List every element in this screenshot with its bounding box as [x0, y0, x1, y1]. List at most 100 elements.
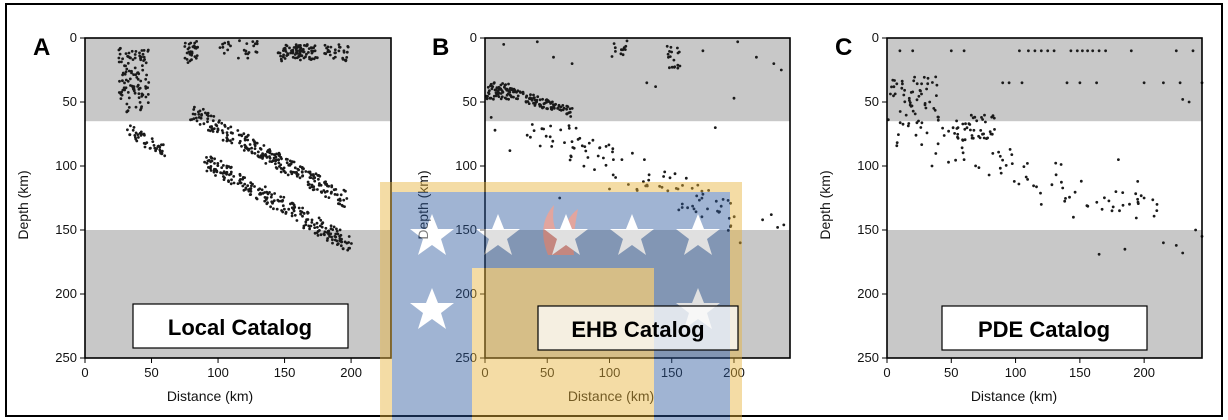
- earthquake-point: [257, 188, 260, 192]
- earthquake-point: [1032, 184, 1035, 188]
- earthquake-point: [1039, 49, 1043, 53]
- earthquake-point: [552, 105, 555, 109]
- earthquake-point: [197, 116, 201, 119]
- earthquake-point: [1100, 207, 1104, 211]
- earthquake-point: [969, 128, 972, 132]
- earthquake-point: [698, 198, 701, 202]
- earthquake-point: [261, 152, 264, 156]
- earthquake-point: [1027, 49, 1030, 53]
- earthquake-point: [246, 133, 250, 137]
- earthquake-point: [988, 130, 992, 134]
- earthquake-point: [1181, 98, 1185, 101]
- earthquake-point: [598, 146, 601, 150]
- earthquake-point: [316, 225, 319, 229]
- earthquake-point: [1086, 204, 1090, 208]
- earthquake-point: [1024, 175, 1028, 179]
- earthquake-point: [895, 144, 899, 148]
- earthquake-point: [231, 137, 235, 141]
- earthquake-point: [342, 50, 346, 54]
- earthquake-point: [137, 136, 140, 139]
- earthquake-point: [195, 54, 199, 57]
- earthquake-point: [713, 126, 717, 129]
- earthquake-point: [324, 195, 327, 199]
- earthquake-point: [302, 212, 306, 215]
- earthquake-point: [521, 92, 525, 96]
- outer-border: [5, 3, 1223, 417]
- earthquake-point: [329, 224, 333, 228]
- earthquake-point: [226, 48, 230, 52]
- earthquake-point: [530, 123, 534, 126]
- earthquake-point: [299, 212, 302, 216]
- earthquake-point: [1174, 244, 1178, 247]
- earthquake-point: [253, 185, 256, 188]
- earthquake-point: [1123, 247, 1127, 251]
- earthquake-point: [227, 179, 230, 183]
- earthquake-point: [316, 188, 319, 191]
- earthquake-point: [570, 140, 574, 144]
- earthquake-point: [898, 49, 902, 53]
- earthquake-point: [1020, 81, 1024, 85]
- earthquake-point: [123, 81, 126, 85]
- earthquake-point: [120, 93, 124, 97]
- earthquake-point: [283, 57, 287, 60]
- earthquake-point: [489, 84, 493, 87]
- earthquake-point: [298, 50, 302, 54]
- earthquake-point: [963, 138, 967, 142]
- earthquake-point: [209, 165, 213, 168]
- earthquake-point: [132, 126, 136, 129]
- y-tick-label: 100: [55, 158, 77, 173]
- earthquake-point: [221, 45, 225, 49]
- earthquake-point: [947, 160, 950, 164]
- earthquake-point: [984, 120, 987, 124]
- earthquake-point: [552, 55, 555, 59]
- earthquake-point: [278, 165, 281, 168]
- earthquake-point: [273, 192, 276, 195]
- earthquake-point: [987, 173, 991, 177]
- earthquake-point: [304, 55, 307, 59]
- earthquake-point: [134, 73, 138, 77]
- earthquake-point: [505, 88, 509, 92]
- earthquake-point: [294, 48, 298, 52]
- earthquake-point: [253, 152, 257, 155]
- y-tick-label: 100: [857, 158, 879, 173]
- earthquake-point: [265, 196, 269, 200]
- earthquake-point: [1134, 216, 1138, 220]
- earthquake-point: [248, 187, 252, 191]
- earthquake-point: [140, 49, 144, 52]
- earthquake-point: [195, 119, 199, 123]
- earthquake-point: [136, 71, 139, 75]
- earthquake-point: [239, 181, 243, 185]
- earthquake-point: [670, 50, 673, 54]
- star-icon: [610, 214, 654, 255]
- earthquake-point: [492, 97, 495, 101]
- earthquake-point: [220, 121, 224, 125]
- earthquake-point: [132, 73, 136, 76]
- earthquake-point: [251, 40, 255, 43]
- earthquake-point: [680, 202, 684, 206]
- earthquake-point: [124, 52, 128, 55]
- earthquake-point: [311, 188, 315, 192]
- earthquake-point: [144, 85, 148, 88]
- earthquake-point: [1104, 49, 1107, 53]
- earthquake-point: [974, 164, 977, 168]
- earthquake-point: [310, 183, 314, 187]
- y-tick-label: 200: [857, 286, 879, 301]
- earthquake-point: [736, 40, 740, 44]
- earthquake-point: [900, 79, 904, 83]
- earthquake-point: [147, 81, 151, 84]
- earthquake-point: [142, 55, 146, 59]
- earthquake-point: [701, 192, 705, 196]
- x-tick-label: 150: [274, 365, 296, 380]
- earthquake-point: [149, 146, 152, 150]
- earthquake-point: [529, 135, 532, 139]
- earthquake-point: [587, 141, 591, 145]
- earthquake-point: [298, 176, 302, 180]
- earthquake-point: [229, 182, 233, 186]
- earthquake-point: [654, 85, 657, 88]
- earthquake-point: [624, 44, 628, 48]
- earthquake-point: [676, 66, 680, 70]
- earthquake-point: [963, 127, 967, 131]
- earthquake-point: [284, 212, 288, 215]
- earthquake-point: [313, 231, 317, 235]
- earthquake-point: [1097, 252, 1101, 256]
